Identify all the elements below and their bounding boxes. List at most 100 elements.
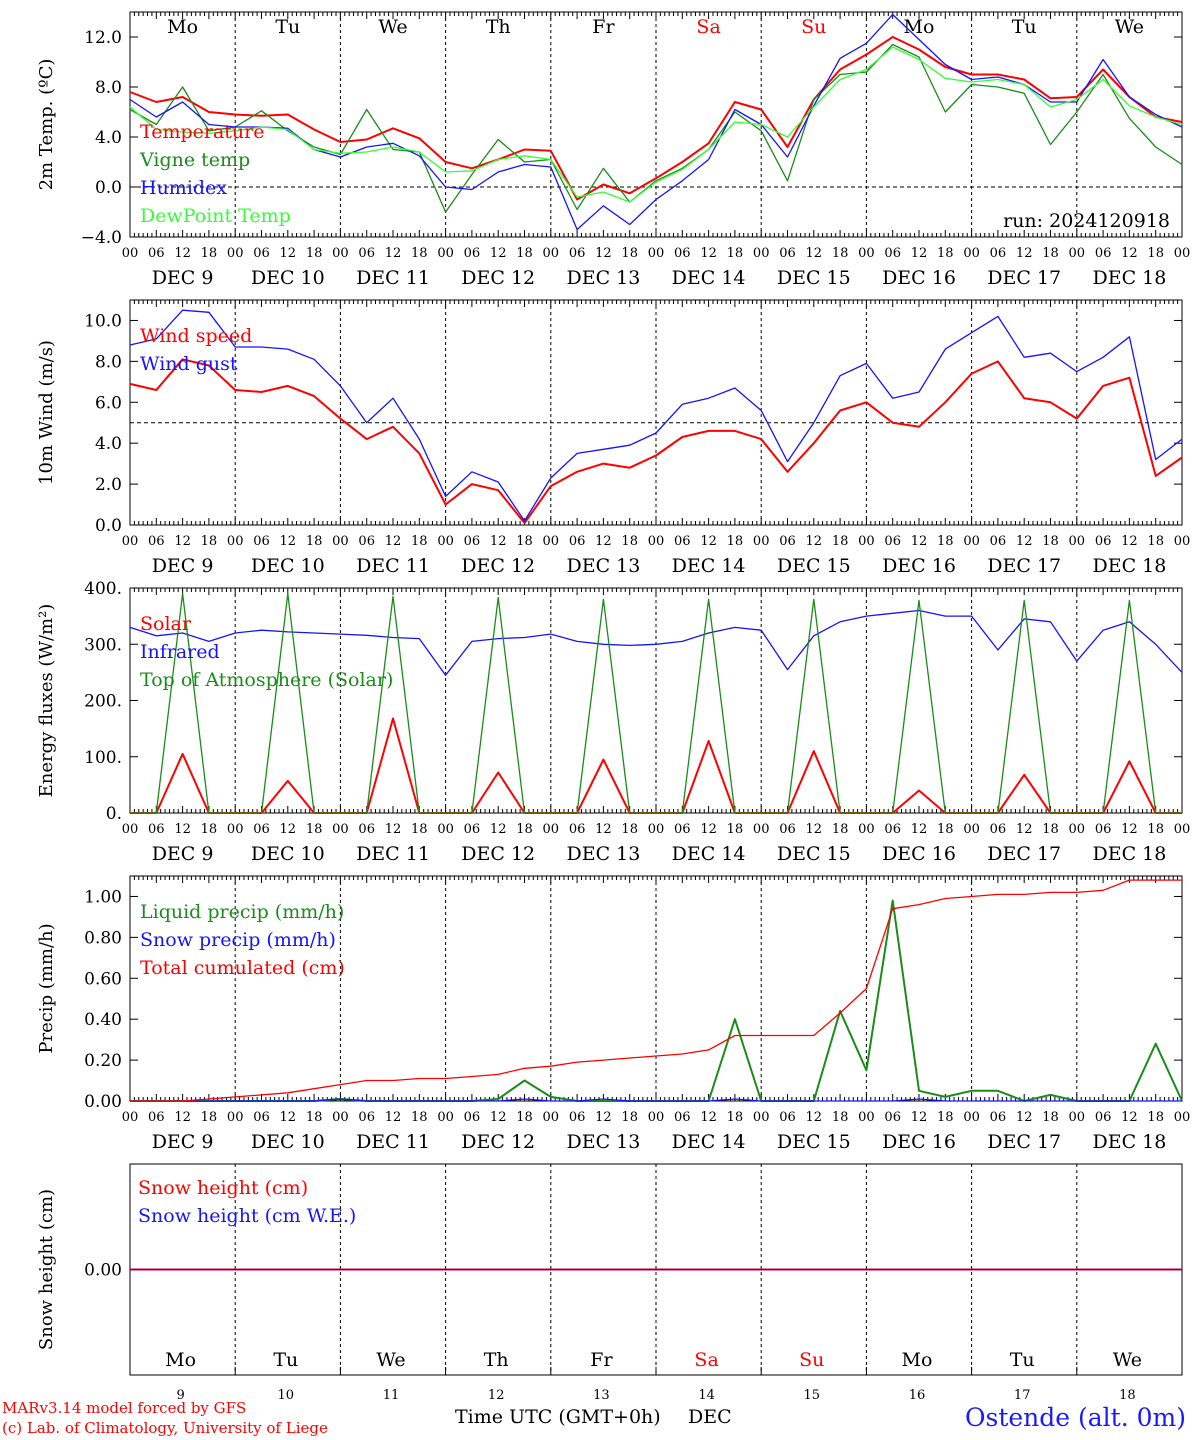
hour-tick-label: 00 (437, 246, 454, 261)
legend-entry: Total cumulated (cm) (140, 957, 345, 979)
day-label: Tu (275, 16, 300, 38)
day-label: Mo (904, 16, 935, 38)
hour-tick-label: 00 (332, 1110, 349, 1125)
date-label: DEC 11 (356, 1131, 430, 1153)
hour-tick-label: 00 (437, 1110, 454, 1125)
hour-tick-label: 18 (937, 822, 954, 837)
hour-tick-label: 12 (1121, 1110, 1138, 1125)
hour-tick-label: 18 (727, 1110, 744, 1125)
hour-tick-label: 12 (1016, 246, 1033, 261)
legend-entry: Vigne temp (139, 149, 250, 171)
hour-tick-label: 18 (621, 822, 638, 837)
y-tick-label: 0.80 (84, 928, 122, 948)
date-label: DEC 17 (987, 267, 1061, 289)
y-tick-label: 8.0 (95, 78, 122, 98)
hour-tick-label: 18 (201, 534, 218, 549)
hour-tick-label: 12 (595, 534, 612, 549)
date-label: DEC 13 (566, 555, 640, 577)
date-label: DEC 18 (1092, 1131, 1166, 1153)
hour-tick-label: 00 (1069, 822, 1086, 837)
y-tick-label: 6.0 (95, 393, 122, 413)
date-label: DEC 12 (461, 555, 535, 577)
hour-tick-label: 00 (122, 822, 139, 837)
date-label: DEC 9 (152, 1131, 214, 1153)
hour-tick-label: 12 (385, 534, 402, 549)
hour-tick-label: 00 (543, 1110, 560, 1125)
y-tick-label: 400. (84, 579, 122, 599)
hour-tick-label: 18 (201, 1110, 218, 1125)
hour-tick-label: 00 (858, 534, 875, 549)
hour-tick-label: 18 (1042, 822, 1059, 837)
day-number-label: 17 (1014, 1388, 1031, 1403)
hour-tick-label: 06 (358, 534, 375, 549)
hour-tick-label: 12 (1121, 822, 1138, 837)
legend-entry: Solar (140, 613, 192, 635)
hour-tick-label: 12 (595, 246, 612, 261)
day-label: Th (484, 1349, 509, 1371)
hour-tick-label: 06 (674, 822, 691, 837)
date-label: DEC 15 (777, 1131, 851, 1153)
hour-tick-label: 18 (937, 1110, 954, 1125)
series-line-wind-gust (129, 309, 1183, 522)
hour-tick-label: 06 (464, 822, 481, 837)
hour-tick-label: 00 (648, 822, 665, 837)
hour-tick-label: 06 (884, 822, 901, 837)
hour-tick-label: 18 (832, 1110, 849, 1125)
hour-tick-label: 12 (280, 822, 297, 837)
hour-tick-label: 12 (174, 534, 191, 549)
legend-entry: Snow height (cm) (138, 1177, 308, 1199)
y-tick-label: 0.0 (95, 516, 122, 536)
hour-tick-label: 00 (1069, 534, 1086, 549)
hour-tick-label: 18 (1042, 1110, 1059, 1125)
hour-tick-label: 18 (516, 822, 533, 837)
legend-entry: Humidex (140, 177, 227, 199)
hour-tick-label: 12 (385, 822, 402, 837)
hour-tick-label: 18 (727, 822, 744, 837)
date-label: DEC 16 (882, 267, 956, 289)
legend-entry: Top of Atmosphere (Solar) (140, 669, 393, 691)
hour-tick-label: 06 (990, 1110, 1007, 1125)
series-line-infrared (129, 609, 1183, 676)
hour-tick-label: 18 (727, 246, 744, 261)
hour-tick-label: 00 (753, 246, 770, 261)
day-label: Mo (167, 16, 198, 38)
panel-frame-0 (129, 11, 1183, 238)
hour-tick-label: 00 (753, 1110, 770, 1125)
hour-tick-label: 06 (1095, 822, 1112, 837)
hour-tick-label: 18 (832, 246, 849, 261)
hour-tick-label: 12 (490, 1110, 507, 1125)
day-number-label: 15 (804, 1388, 821, 1403)
time-axis-month: DEC (688, 1406, 732, 1428)
date-label: DEC 9 (152, 267, 214, 289)
hour-tick-label: 12 (1121, 534, 1138, 549)
hour-tick-label: 12 (911, 246, 928, 261)
day-label: We (1115, 16, 1144, 38)
hour-tick-label: 12 (174, 246, 191, 261)
hour-tick-label: 06 (569, 246, 586, 261)
hour-tick-label: 00 (1069, 1110, 1086, 1125)
y-tick-label: 0. (106, 804, 122, 824)
y-tick-label: 12.0 (84, 28, 122, 48)
hour-tick-label: 18 (201, 822, 218, 837)
hour-tick-label: 00 (1174, 822, 1191, 837)
hour-tick-label: 00 (122, 534, 139, 549)
hour-tick-label: 06 (569, 822, 586, 837)
hour-tick-label: 18 (306, 534, 323, 549)
hour-tick-label: 12 (1016, 1110, 1033, 1125)
hour-tick-label: 06 (148, 1110, 165, 1125)
hour-tick-label: 18 (621, 1110, 638, 1125)
model-credit: MARv3.14 model forced by GFS (2, 1399, 247, 1417)
hour-tick-label: 06 (674, 534, 691, 549)
hour-tick-label: 06 (464, 246, 481, 261)
date-label: DEC 17 (987, 843, 1061, 865)
y-tick-label: 0.00 (84, 1092, 122, 1112)
day-number-label: 9 (176, 1388, 184, 1403)
hour-tick-label: 00 (963, 822, 980, 837)
series-line-total-cumulated-cm- (130, 879, 1182, 1102)
date-label: DEC 11 (356, 267, 430, 289)
y-axis-label: Energy fluxes (W/m²) (36, 604, 57, 798)
hour-tick-label: 18 (411, 534, 428, 549)
hour-tick-label: 00 (648, 246, 665, 261)
hour-tick-label: 06 (884, 246, 901, 261)
